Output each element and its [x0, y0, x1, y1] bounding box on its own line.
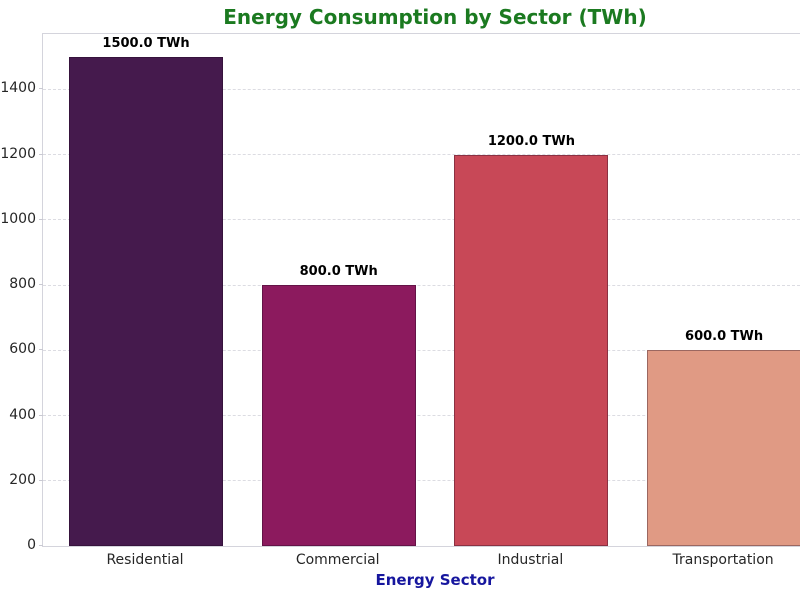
gridline-y-400	[43, 415, 800, 417]
y-tick-mark	[39, 545, 43, 546]
gridline-y-1200	[43, 154, 800, 156]
gridline-y-200	[43, 480, 800, 482]
x-tick-label-industrial: Industrial	[497, 552, 564, 568]
bar-transportation	[647, 350, 800, 546]
y-tick-mark	[39, 284, 43, 286]
value-label-industrial: 1200.0 TWh	[487, 133, 575, 149]
value-label-residential: 1500.0 TWh	[102, 35, 190, 51]
gridline-y-1400	[43, 88, 800, 90]
gridline-y-1000	[43, 219, 800, 221]
value-label-transportation: 600.0 TWh	[685, 329, 764, 345]
bar-industrial	[454, 154, 609, 546]
value-label-commercial: 800.0 TWh	[299, 264, 378, 280]
y-tick-label-200: 200	[9, 471, 36, 488]
x-tick-label-commercial: Commercial	[295, 552, 380, 568]
y-tick-label-800: 800	[9, 276, 36, 293]
y-tick-mark	[39, 479, 43, 481]
y-tick-label-0: 0	[27, 537, 36, 553]
y-tick-mark	[39, 153, 43, 155]
y-tick-label-400: 400	[9, 406, 36, 423]
y-tick-label-1400: 1400	[0, 80, 36, 97]
plot-area: 1500.0 TWh 800.0 TWh 1200.0 TWh 600.0 TWh	[42, 33, 800, 547]
x-axis-label: Energy Sector	[375, 571, 495, 589]
y-tick-label-600: 600	[9, 341, 36, 358]
chart-title: Energy Consumption by Sector (TWh)	[223, 5, 647, 29]
x-tick-label-residential: Residential	[106, 552, 184, 568]
gridline-y-600	[43, 349, 800, 351]
y-tick-mark	[39, 218, 43, 220]
gridline-y-800	[43, 284, 800, 286]
x-tick-label-transportation: Transportation	[672, 552, 774, 568]
y-tick-mark	[39, 414, 43, 416]
y-tick-mark	[39, 349, 43, 351]
y-tick-label-1200: 1200	[0, 145, 36, 162]
y-tick-mark	[39, 88, 43, 90]
bar-residential	[69, 56, 223, 546]
bar-commercial	[261, 285, 416, 546]
y-tick-label-1000: 1000	[0, 210, 36, 227]
